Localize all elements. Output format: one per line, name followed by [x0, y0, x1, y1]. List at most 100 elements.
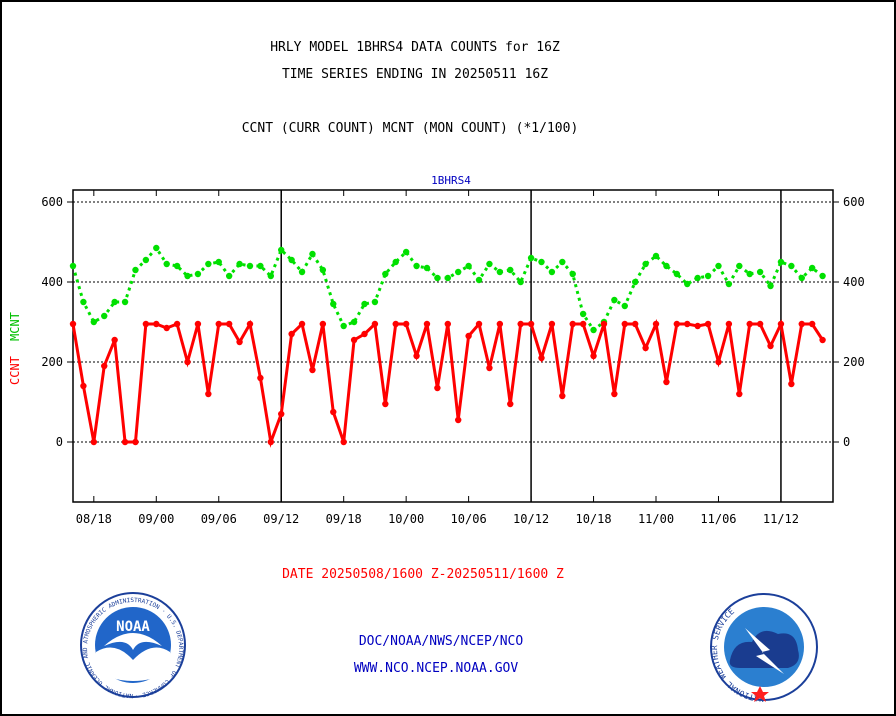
- noaa-logo: NATIONAL OCEANIC AND ATMOSPHERIC ADMINIS…: [80, 592, 186, 699]
- data-point-mcnt: [704, 272, 712, 280]
- data-point-mcnt: [215, 258, 222, 266]
- data-point-mcnt: [392, 258, 399, 266]
- data-point-mcnt: [371, 298, 379, 306]
- data-point-mcnt: [569, 270, 576, 278]
- data-point-ccnt: [69, 320, 77, 328]
- data-point-mcnt: [205, 260, 212, 268]
- data-point-mcnt: [288, 256, 295, 264]
- data-point-ccnt: [330, 408, 337, 416]
- data-point-mcnt: [257, 262, 264, 270]
- data-point-ccnt: [559, 392, 566, 400]
- data-point-mcnt: [236, 260, 243, 268]
- data-point-ccnt: [444, 320, 451, 328]
- website-link[interactable]: WWW.NCO.NCEP.NOAA.GOV: [354, 661, 519, 676]
- data-point-mcnt: [330, 300, 337, 308]
- data-point-mcnt: [788, 262, 795, 270]
- data-point-ccnt: [590, 352, 597, 360]
- data-point-ccnt: [704, 320, 712, 328]
- noaa-logo-text: NOAA: [116, 619, 150, 635]
- data-point-ccnt: [486, 364, 493, 372]
- data-point-ccnt: [163, 324, 170, 332]
- data-point-mcnt: [278, 246, 285, 254]
- y-tick-label-left: 0: [56, 435, 63, 449]
- x-tick-label: 11/12: [763, 512, 799, 526]
- data-point-ccnt: [621, 320, 628, 328]
- data-point-mcnt: [423, 264, 431, 272]
- data-point-ccnt: [746, 320, 753, 328]
- x-tick-label: 10/00: [388, 512, 424, 526]
- y-tick-label-left: 200: [41, 355, 63, 369]
- data-point-mcnt: [69, 262, 77, 270]
- data-point-ccnt: [225, 320, 233, 328]
- data-point-mcnt: [652, 252, 660, 260]
- x-tick-label: 10/12: [513, 512, 549, 526]
- series-line-ccnt: [71, 318, 824, 448]
- data-point-mcnt: [455, 268, 462, 276]
- data-point-ccnt: [267, 438, 275, 446]
- data-point-mcnt: [267, 272, 275, 280]
- data-point-ccnt: [371, 320, 379, 328]
- data-point-ccnt: [246, 320, 254, 328]
- chart-title-line1: HRLY MODEL 1BHRS4 DATA COUNTS for 16Z: [270, 40, 560, 55]
- data-point-ccnt: [309, 366, 316, 374]
- data-point-ccnt: [756, 320, 764, 328]
- data-point-mcnt: [517, 278, 524, 286]
- y-tick-label-right: 200: [843, 355, 865, 369]
- data-point-ccnt: [184, 358, 191, 366]
- data-point-mcnt: [246, 262, 254, 270]
- data-point-mcnt: [225, 272, 233, 280]
- data-point-ccnt: [101, 362, 108, 370]
- data-point-ccnt: [684, 320, 691, 328]
- chart-subtitle: CCNT (CURR COUNT) MCNT (MON COUNT) (*1/1…: [242, 121, 579, 136]
- data-point-ccnt: [132, 438, 139, 446]
- data-point-ccnt: [788, 380, 795, 388]
- data-point-mcnt: [465, 262, 472, 270]
- data-point-mcnt: [413, 262, 420, 270]
- data-point-mcnt: [579, 310, 587, 318]
- data-point-ccnt: [652, 320, 660, 328]
- data-point-mcnt: [194, 270, 202, 278]
- y-tick-label-right: 0: [843, 435, 850, 449]
- data-point-ccnt: [694, 322, 701, 330]
- data-point-mcnt: [725, 280, 733, 288]
- y-tick-label-left: 400: [41, 275, 63, 289]
- y-tick-label-right: 600: [843, 195, 865, 209]
- data-point-ccnt: [205, 390, 212, 398]
- x-tick-label: 09/12: [263, 512, 299, 526]
- data-point-ccnt: [455, 416, 462, 424]
- x-tick-label: 08/18: [76, 512, 112, 526]
- data-point-ccnt: [413, 352, 420, 360]
- x-tick-label: 10/06: [451, 512, 487, 526]
- data-point-ccnt: [548, 320, 556, 328]
- org-line: DOC/NOAA/NWS/NCEP/NCO: [359, 634, 524, 649]
- x-tick-label: 09/18: [326, 512, 362, 526]
- data-point-mcnt: [111, 298, 118, 306]
- data-point-ccnt: [517, 320, 524, 328]
- data-point-mcnt: [736, 262, 743, 270]
- data-point-ccnt: [538, 354, 545, 362]
- data-point-ccnt: [392, 320, 399, 328]
- data-point-ccnt: [90, 438, 98, 446]
- plot-frame: [72, 189, 834, 503]
- data-point-mcnt: [611, 296, 618, 304]
- data-point-ccnt: [507, 400, 514, 408]
- data-point-ccnt: [579, 320, 587, 328]
- data-point-mcnt: [142, 256, 150, 264]
- data-point-mcnt: [496, 268, 504, 276]
- data-point-mcnt: [777, 258, 785, 266]
- data-point-ccnt: [142, 320, 150, 328]
- data-point-ccnt: [236, 338, 243, 346]
- data-point-mcnt: [184, 272, 191, 280]
- data-point-ccnt: [736, 390, 743, 398]
- data-point-ccnt: [402, 320, 410, 328]
- data-point-mcnt: [298, 268, 306, 276]
- data-point-mcnt: [434, 274, 441, 282]
- panel-label: 1BHRS4: [431, 174, 471, 187]
- data-point-mcnt: [163, 260, 170, 268]
- data-point-mcnt: [173, 262, 181, 270]
- data-point-ccnt: [611, 390, 618, 398]
- data-point-mcnt: [90, 318, 98, 326]
- data-point-ccnt: [600, 320, 608, 328]
